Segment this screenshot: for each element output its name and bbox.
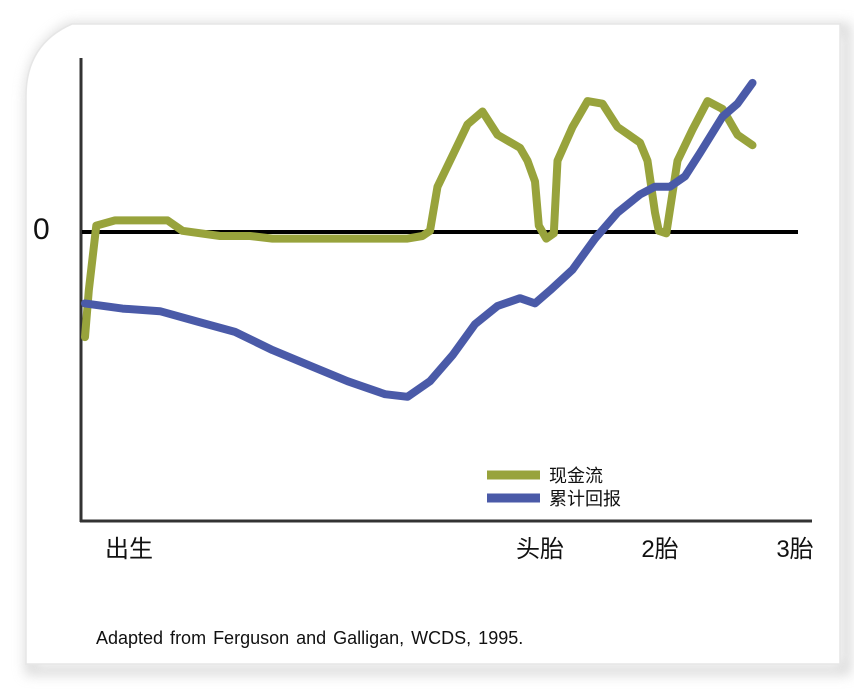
x-tick-labels: 出生 头胎 2胎 3胎 [105,536,814,563]
series-line-cash-flow [81,97,757,342]
source-caption: Adapted from Ferguson and Galligan, WCDS… [96,628,524,648]
frame [25,23,841,665]
x-tick-label: 出生 [105,536,153,563]
legend-label-cash-flow: 现金流 [549,466,603,486]
series-layer [81,78,757,401]
zero-label: 0 [33,213,50,246]
x-tick-label: 头胎 [516,536,564,563]
legend-label-cumulative-return: 累计回报 [549,489,621,509]
series-line-cumulative-return [81,78,757,401]
x-tick-label: 2胎 [641,536,678,563]
x-tick-label: 3胎 [776,536,813,563]
legend: 现金流 累计回报 [487,466,621,509]
